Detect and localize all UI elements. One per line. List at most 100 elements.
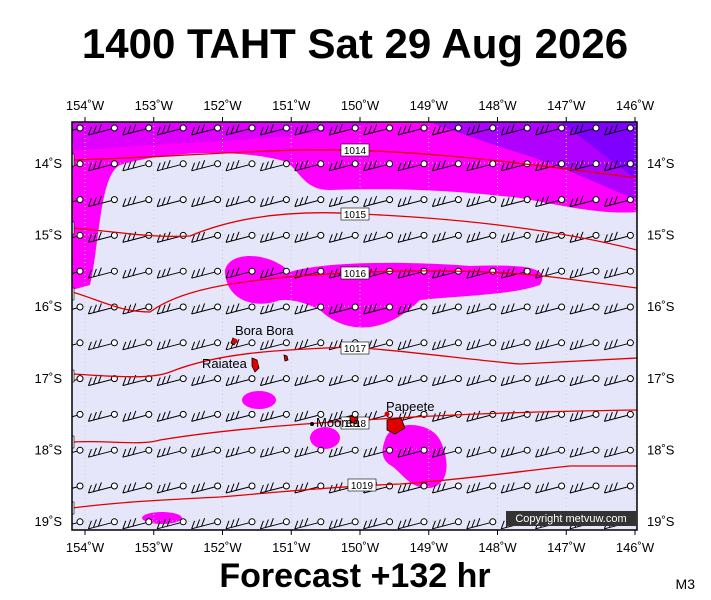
- isobar-label: 1018: [344, 419, 367, 430]
- wind-station: [214, 518, 222, 526]
- wind-station: [489, 446, 497, 454]
- wind-barb: [500, 446, 525, 458]
- lat-label: 18˚S: [35, 442, 63, 457]
- wind-barb: [431, 195, 456, 208]
- place-label: Papeete: [386, 399, 434, 414]
- lat-label: 18˚S: [647, 442, 675, 457]
- wind-station: [282, 375, 290, 383]
- wind-station: [523, 124, 531, 132]
- wind-barb: [363, 446, 387, 458]
- wind-barb: [156, 410, 181, 422]
- wind-barb: [328, 518, 353, 530]
- wind-station: [454, 518, 462, 526]
- wind-station: [317, 231, 325, 239]
- wind-station: [489, 518, 497, 526]
- wind-station: [317, 518, 325, 526]
- wind-barbs: [72, 124, 634, 530]
- wind-barb: [259, 195, 284, 208]
- wind-station: [420, 124, 428, 132]
- wind-barb: [397, 231, 422, 243]
- wind-barb: [328, 195, 353, 208]
- wind-barb: [466, 267, 490, 279]
- wind-station: [626, 482, 634, 490]
- wind-station: [523, 303, 531, 311]
- wind-station: [317, 196, 325, 204]
- wind-barb: [294, 231, 318, 243]
- wind-barb: [500, 339, 525, 351]
- wind-station: [179, 160, 187, 168]
- wind-station: [145, 124, 153, 132]
- wind-station: [592, 410, 600, 418]
- wind-barb: [603, 446, 628, 458]
- wind-barb: [225, 195, 250, 208]
- wind-barb: [225, 267, 250, 279]
- wind-barb: [294, 339, 318, 351]
- wind-station: [110, 482, 118, 490]
- wind-barb: [466, 195, 490, 208]
- isobar-label: 1019: [351, 481, 374, 492]
- wind-station: [523, 446, 531, 454]
- wind-station: [351, 124, 359, 132]
- shading: [382, 425, 447, 489]
- wind-barb: [328, 374, 353, 387]
- wind-barb: [569, 303, 594, 315]
- wind-station: [76, 160, 84, 168]
- wind-barb: [294, 124, 318, 136]
- wind-barb: [431, 303, 456, 315]
- lon-label: 153˚W: [135, 98, 174, 113]
- wind-station: [489, 231, 497, 239]
- wind-station: [214, 160, 222, 168]
- lat-label: 15˚S: [35, 228, 63, 243]
- wind-station: [523, 231, 531, 239]
- wind-barb: [156, 160, 181, 172]
- wind-station: [282, 231, 290, 239]
- wind-station: [454, 446, 462, 454]
- wind-barb: [156, 303, 181, 315]
- wind-barb: [156, 339, 181, 351]
- wind-station: [179, 196, 187, 204]
- wind-station: [317, 446, 325, 454]
- wind-station: [76, 518, 84, 526]
- wind-station: [626, 446, 634, 454]
- isobar-label-box: [340, 266, 370, 280]
- wind-barb: [535, 303, 559, 315]
- wind-barb: [535, 410, 559, 422]
- wind-barb: [122, 339, 146, 351]
- lon-label: 149˚W: [410, 540, 449, 555]
- wind-barb: [466, 410, 490, 422]
- wind-barb: [87, 482, 112, 494]
- wind-station: [145, 482, 153, 490]
- wind-barb: [259, 160, 284, 172]
- wind-barb: [363, 303, 387, 315]
- wind-station: [317, 410, 325, 418]
- wind-station: [248, 124, 256, 132]
- wind-barb: [535, 160, 559, 172]
- wind-barb: [259, 339, 284, 351]
- wind-station: [282, 303, 290, 311]
- wind-station: [626, 231, 634, 239]
- wind-station: [420, 375, 428, 383]
- wind-barb: [122, 518, 146, 530]
- wind-barb: [191, 339, 215, 351]
- wind-barb: [603, 124, 628, 136]
- wind-station: [558, 124, 566, 132]
- wind-barb: [431, 124, 456, 136]
- wind-barb: [500, 410, 525, 422]
- wind-station: [248, 267, 256, 275]
- wind-barb: [294, 446, 318, 458]
- wind-barb: [363, 374, 387, 387]
- wind-station: [626, 303, 634, 311]
- wind-station: [523, 267, 531, 275]
- wind-station: [592, 303, 600, 311]
- wind-station: [76, 124, 84, 132]
- wind-station: [454, 375, 462, 383]
- title: 1400 TAHT Sat 29 Aug 2026: [82, 20, 628, 67]
- wind-barb: [431, 339, 456, 351]
- wind-station: [248, 518, 256, 526]
- wind-station: [282, 446, 290, 454]
- wind-barb: [397, 195, 422, 208]
- wind-barb: [122, 160, 146, 172]
- wind-station: [282, 482, 290, 490]
- isobar: [72, 212, 637, 251]
- wind-barb: [363, 518, 387, 530]
